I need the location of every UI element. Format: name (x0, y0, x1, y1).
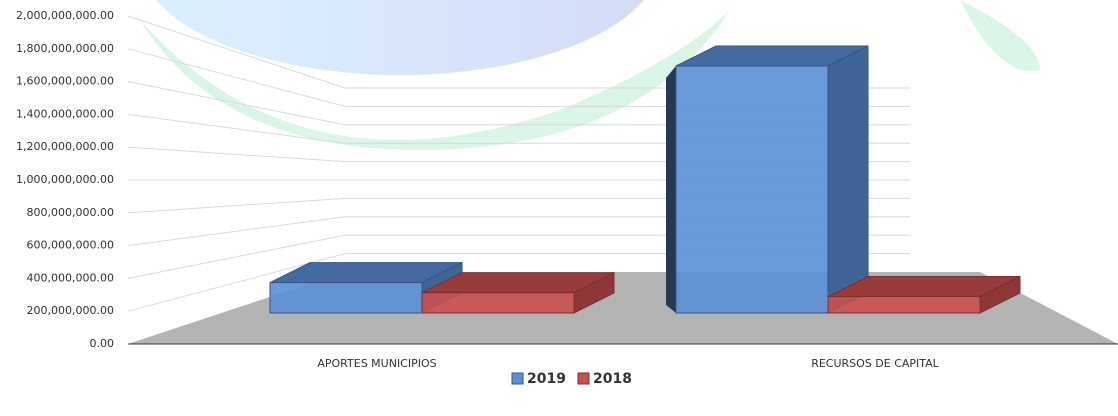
y-tick-label: 0.00 (90, 337, 115, 350)
bar (421, 271, 615, 314)
y-tick-label: 800,000,000.00 (27, 206, 114, 219)
bar-front (675, 65, 829, 314)
bar (827, 275, 1021, 314)
legend-text: 2018 (593, 371, 632, 387)
bar-front (827, 296, 981, 314)
y-tick-label: 1,400,000,000.00 (16, 107, 114, 120)
y-tick-label: 1,200,000,000.00 (16, 140, 114, 153)
x-tick-label: RECURSOS DE CAPITAL (811, 357, 939, 370)
legend-swatch (577, 372, 590, 385)
bar (666, 45, 869, 314)
y-tick-label: 1,000,000,000.00 (16, 173, 114, 186)
bars (269, 45, 1021, 314)
y-tick-label: 600,000,000.00 (27, 239, 114, 252)
bar-front (269, 282, 423, 314)
y-tick-label: 200,000,000.00 (27, 304, 114, 317)
x-tick-label: APORTES MUNICIPIOS (317, 357, 436, 370)
legend-swatch (511, 372, 524, 385)
bar-front (421, 292, 575, 314)
y-tick-label: 400,000,000.00 (27, 271, 114, 284)
y-tick-label: 1,600,000,000.00 (16, 75, 114, 88)
legend-text: 2019 (527, 371, 566, 387)
legend: 2019 2018 (511, 371, 632, 387)
bar-side (666, 66, 676, 313)
bar-side (827, 45, 869, 314)
y-tick-label: 2,000,000,000.00 (16, 9, 114, 22)
background-decoration (140, 0, 1040, 150)
y-tick-label: 1,800,000,000.00 (16, 42, 114, 55)
